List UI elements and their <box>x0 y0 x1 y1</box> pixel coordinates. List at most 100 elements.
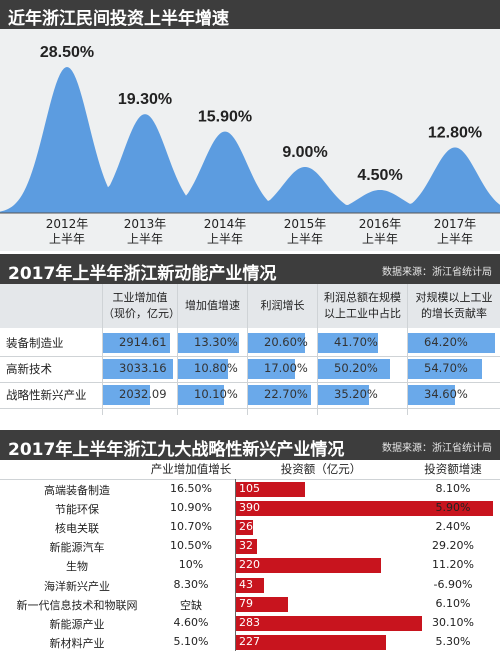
s3-investment-bar-1 <box>236 482 305 497</box>
s3-row-label-9: 新材料产业 <box>49 636 105 650</box>
bar-r2-c4 <box>318 359 390 379</box>
x-tick-label-2-2: 上半年 <box>127 232 163 246</box>
column-divider <box>102 284 103 415</box>
s3-investment-bar-9 <box>236 634 386 650</box>
s3-investment-label-5: 220 <box>239 558 260 572</box>
row-label-1: 装备制造业 <box>6 336 64 350</box>
s3-inv-growth-3: 2.40% <box>435 520 471 534</box>
section3-source: 数据来源：浙江省统计局 <box>382 443 492 454</box>
strategic-industry-table: 产业增加值增长 投资额（亿元） 投资额增速 高端装备制造 16.50% 105 8.10% 节… <box>0 460 500 651</box>
row-divider <box>0 382 500 383</box>
s3-growth-7: 空缺 <box>180 598 202 612</box>
s3-header-divider <box>0 479 500 480</box>
value-r1-c3: 20.60% <box>264 335 308 349</box>
x-tick-label-5-1: 2016年 <box>359 217 402 231</box>
s3-row-label-5: 生物 <box>66 560 88 574</box>
bar-r2-c2 <box>178 359 228 379</box>
row-divider <box>0 356 500 357</box>
x-tick-label-3-2: 上半年 <box>207 232 243 246</box>
s3-investment-bar-7 <box>236 596 288 612</box>
value-r1-c1: 2914.61 <box>119 335 167 349</box>
s3-investment-label-1: 105 <box>239 482 260 495</box>
section3-title: 2017年上半年浙江九大战略性新兴产业情况 <box>8 440 345 460</box>
s3-investment-bar-4 <box>236 539 257 555</box>
bar-r1-c4 <box>318 333 378 353</box>
s3-investment-bar-5 <box>236 558 381 574</box>
column-divider <box>407 284 408 415</box>
s3-row-label-6: 海洋新兴产业 <box>44 579 110 593</box>
header-corner <box>0 284 102 328</box>
s3-inv-growth-6: -6.90% <box>433 577 473 591</box>
s3-inv-growth-1: 8.10% <box>435 482 471 495</box>
row-divider <box>0 408 500 409</box>
value-r1-c5: 64.20% <box>424 335 468 349</box>
s3-bar-axis <box>235 479 236 651</box>
growth-chart-panel: 28.50% 2012年 上半年 19.30% 2013年 上半年 15.90% 2014年上… <box>0 29 500 251</box>
row-label-2: 高新技术 <box>6 362 52 376</box>
column-header-3: 利润增长 <box>248 284 317 328</box>
s3-inv-growth-9: 5.30% <box>435 634 471 648</box>
data-label-2: 19.30% <box>118 91 172 108</box>
s3-investment-bar-2 <box>236 501 493 517</box>
value-r3-c2: 10.10% <box>194 387 238 401</box>
data-label-6: 12.80% <box>428 124 482 141</box>
s3-column-header-1: 产业增加值增长 <box>150 462 232 476</box>
value-r2-c5: 54.70% <box>424 361 468 375</box>
x-tick-label-1-1: 2012年 <box>46 217 89 231</box>
s3-growth-6: 8.30% <box>173 577 209 591</box>
s3-row-label-7: 新一代信息技术和物联网 <box>16 598 138 612</box>
bar-r3-c5 <box>408 385 455 405</box>
bar-r3-c1 <box>103 385 150 405</box>
s3-row-label-2: 节能环保 <box>55 503 99 517</box>
s3-growth-4: 10.50% <box>170 539 212 553</box>
s3-inv-growth-7: 6.10% <box>435 596 471 610</box>
column-divider <box>317 284 318 415</box>
s3-growth-2: 10.90% <box>170 501 212 515</box>
bar-r3-c4 <box>318 385 369 405</box>
s3-inv-growth-4: 29.20% <box>432 539 474 553</box>
new-driver-industry-table: 工业增加值 （现价，亿元） 增加值增速 利润增长 利润总额在规模 以上工业中占比 对规模… <box>0 284 500 415</box>
growth-area <box>0 67 500 214</box>
s3-column-header-2: 投资额（亿元） <box>280 462 362 476</box>
s3-investment-label-3: 26 <box>239 520 253 534</box>
s3-growth-8: 4.60% <box>173 615 209 629</box>
column-divider <box>177 284 178 415</box>
s3-inv-growth-8: 30.10% <box>432 615 474 629</box>
section2-source: 数据来源：浙江省统计局 <box>382 267 492 278</box>
value-r1-c4: 41.70% <box>334 335 378 349</box>
column-header-5: 对规模以上工业 的增长贡献率 <box>408 284 500 328</box>
s3-investment-label-8: 283 <box>239 615 260 629</box>
section1-header: 近年浙江民间投资上半年增速 <box>0 0 500 29</box>
value-r2-c4: 50.20% <box>334 361 378 375</box>
s3-growth-9: 5.10% <box>173 634 209 648</box>
s3-investment-label-2: 390 <box>239 501 260 515</box>
section1-title: 近年浙江民间投资上半年增速 <box>8 9 229 29</box>
s3-growth-3: 10.70% <box>170 520 212 534</box>
bar-r2-c3 <box>248 359 295 379</box>
value-r2-c1: 3033.16 <box>119 361 167 375</box>
bar-r2-c1 <box>103 359 173 379</box>
s3-investment-label-7: 79 <box>239 596 253 610</box>
section3-header: 2017年上半年浙江九大战略性新兴产业情况 数据来源：浙江省统计局 <box>0 430 500 460</box>
section2-title: 2017年上半年浙江新动能产业情况 <box>8 264 277 284</box>
s3-inv-growth-5: 11.20% <box>432 558 474 572</box>
x-tick-label-4-2: 上半年 <box>287 232 323 246</box>
column-header-1: 工业增加值 （现价，亿元） <box>103 284 180 328</box>
s3-growth-1: 16.50% <box>170 482 212 495</box>
s3-investment-bar-6 <box>236 577 264 593</box>
s3-growth-5: 10% <box>178 558 204 572</box>
value-r2-c3: 17.00% <box>264 361 308 375</box>
x-tick-label-6-2: 上半年 <box>437 232 473 246</box>
bar-r1-c1 <box>103 333 170 353</box>
row-label-3: 战略性新兴产业 <box>6 388 87 402</box>
column-divider <box>247 284 248 415</box>
column-header-4: 利润总额在规模 以上工业中占比 <box>318 284 407 328</box>
s3-investment-label-6: 43 <box>239 577 253 591</box>
s3-investment-bar-8 <box>236 615 422 631</box>
x-tick-label-2-1: 2013年 <box>124 217 167 231</box>
data-label-3: 15.90% <box>198 109 252 126</box>
bar-r1-c2 <box>178 333 239 353</box>
x-tick-label-3-1: 2014年 <box>204 217 247 231</box>
s3-inv-growth-2: 5.90% <box>435 501 471 515</box>
